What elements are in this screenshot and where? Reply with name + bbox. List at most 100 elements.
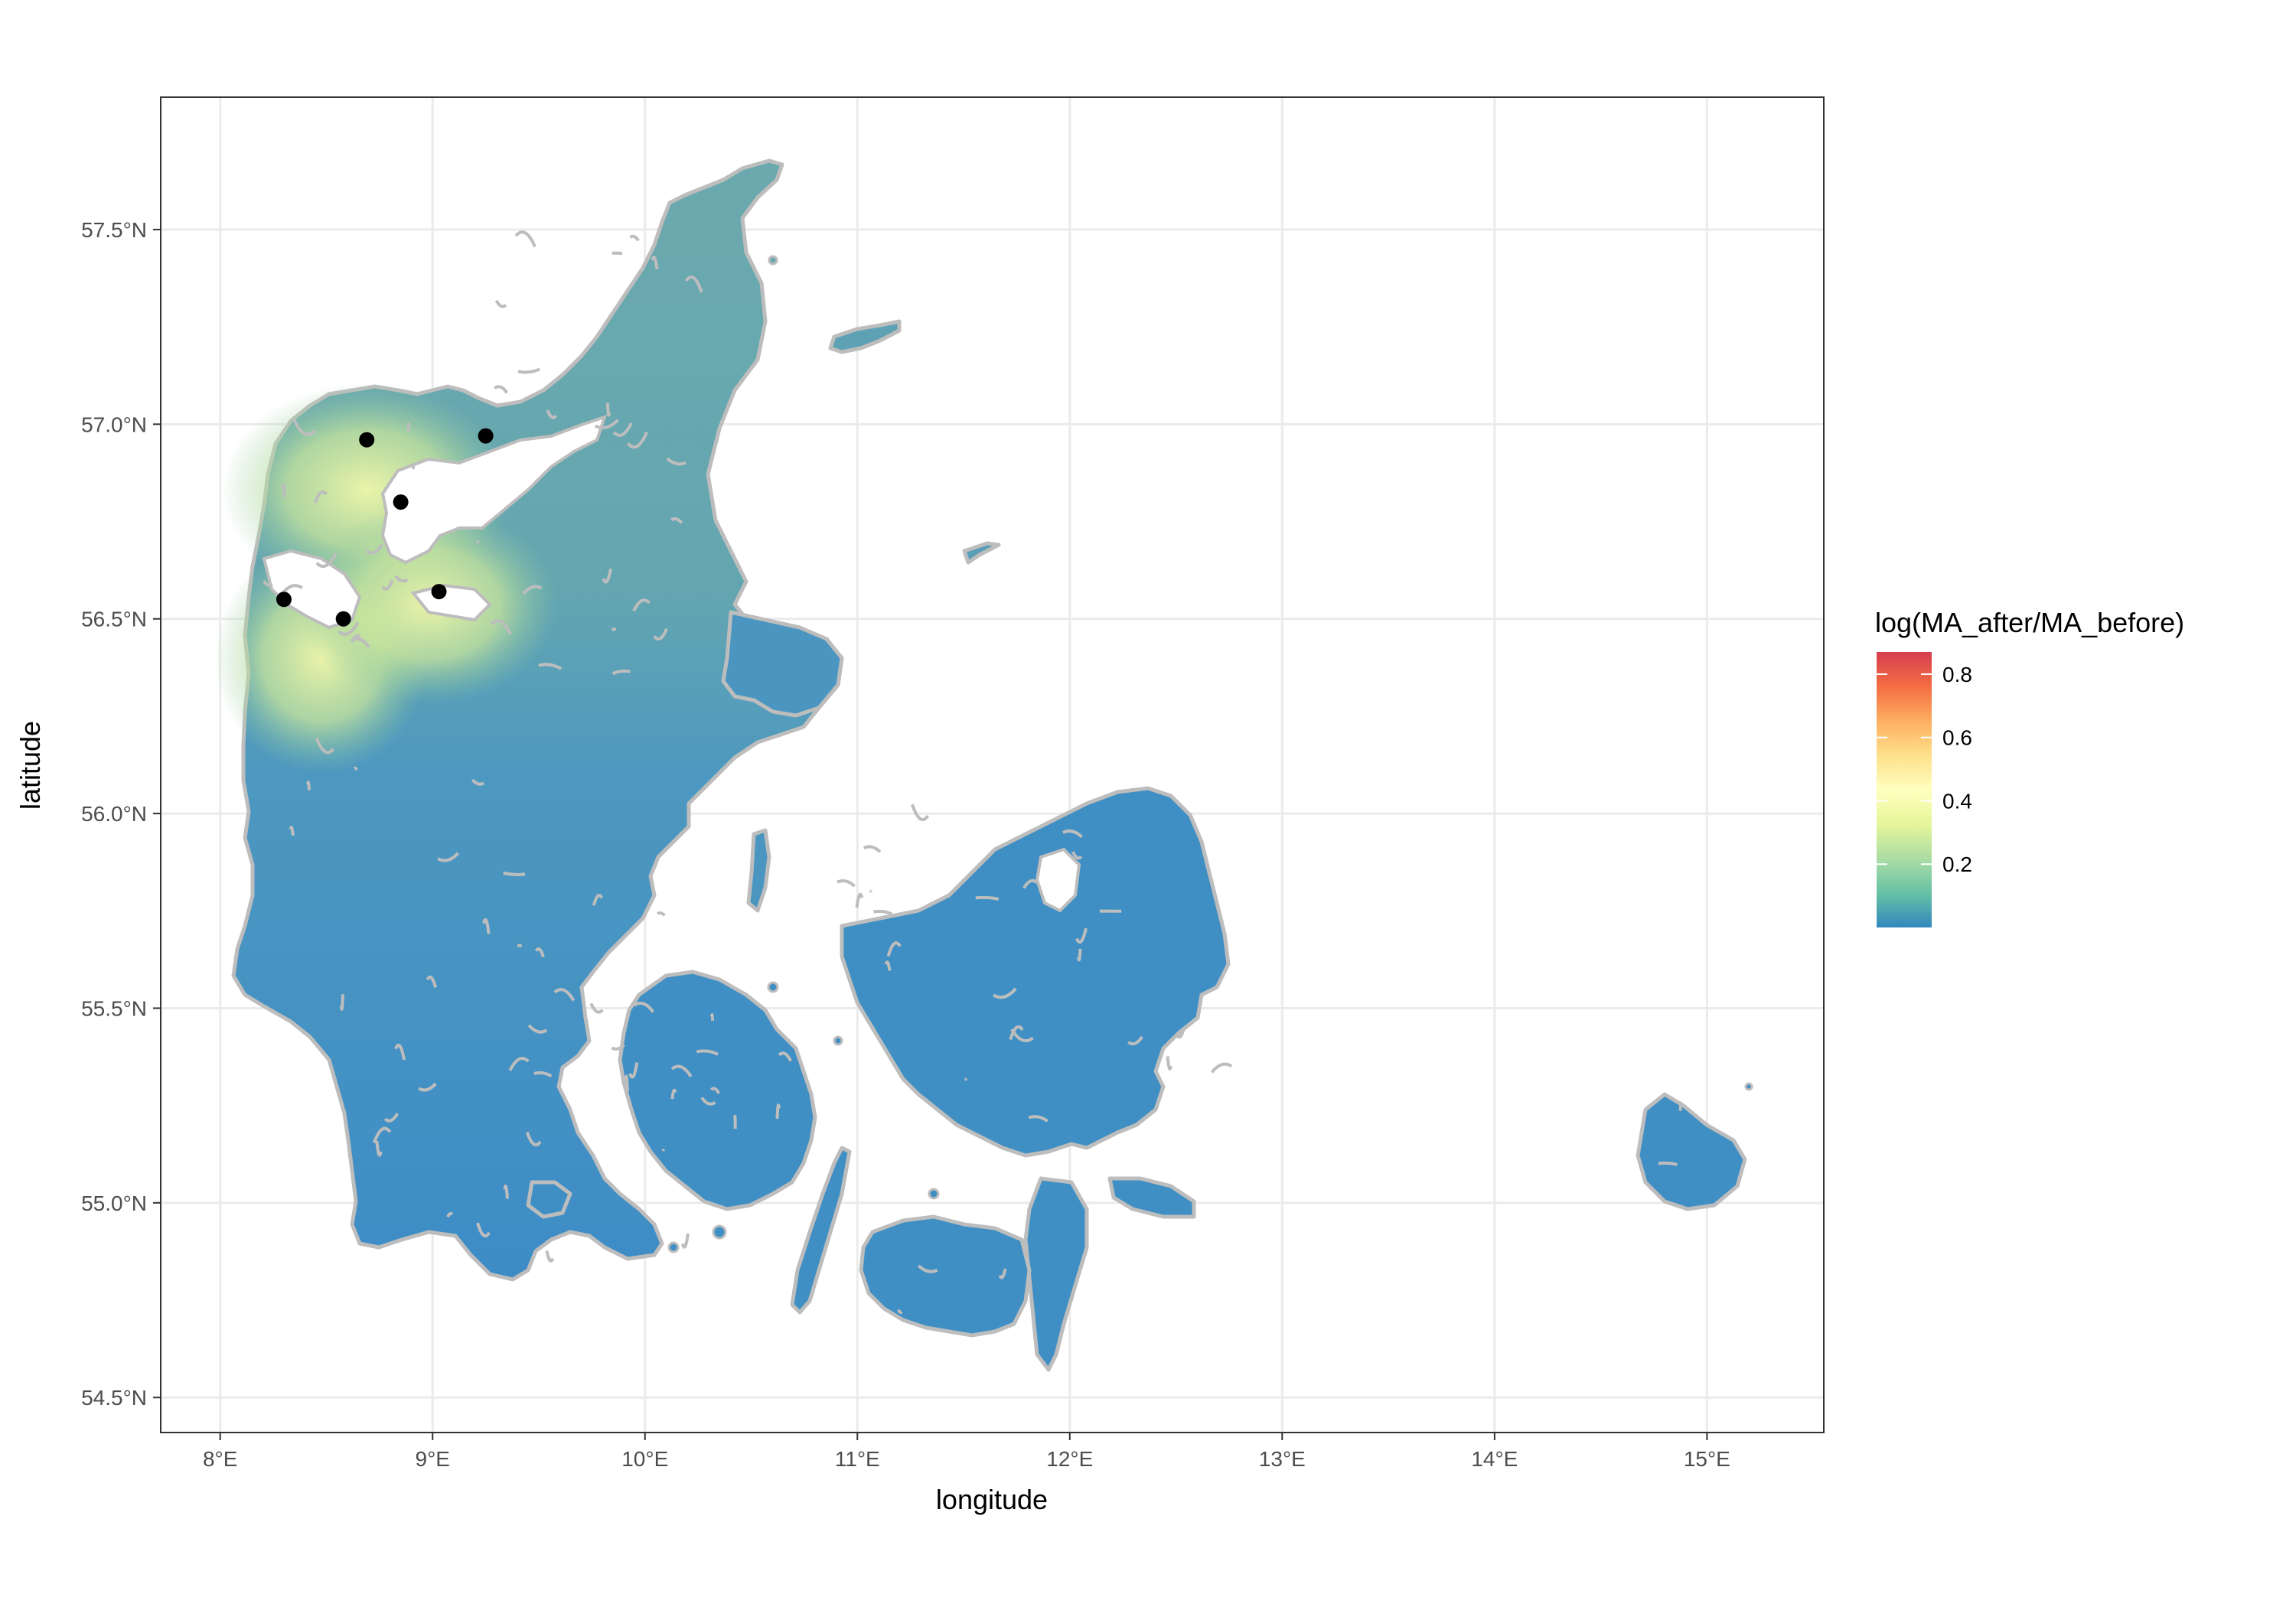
boundary-segment-43	[525, 1131, 542, 1147]
legend: log(MA_after/MA_before) 0.2 0.4 0.6 0.8	[1875, 607, 2184, 927]
boundary-segment-98	[884, 960, 892, 971]
y-tick-label-2: 55.5°N	[81, 996, 147, 1020]
legend-tick-label-2: 0.6	[1942, 726, 1972, 750]
boundary-segment-107	[998, 1268, 1007, 1279]
laeso-land	[828, 319, 902, 354]
location-point-2	[393, 494, 409, 510]
y-tick-label-0: 54.5°N	[81, 1386, 147, 1410]
municipality-boundaries	[263, 230, 1683, 1315]
boundary-segment-23	[626, 431, 648, 449]
boundary-segment-8	[289, 826, 295, 836]
boundary-segment-21	[546, 409, 558, 419]
djursland-land	[721, 610, 844, 718]
boundary-segment-39	[605, 403, 612, 417]
boundary-segment-20	[629, 234, 640, 242]
boundary-segment-12	[394, 575, 409, 583]
boundary-segment-73	[476, 1222, 491, 1238]
boundary-segment-5	[292, 419, 316, 436]
x-tick-label-4: 12°E	[1046, 1447, 1093, 1471]
boundary-segment-93	[872, 909, 893, 916]
anholt-land	[962, 541, 1001, 565]
boundary-segment-1	[337, 621, 360, 636]
boundary-segment-75	[778, 1051, 792, 1062]
boundary-segment-51	[696, 1049, 719, 1056]
boundary-segment-74	[503, 1185, 509, 1199]
legend-tick-label-1: 0.4	[1942, 789, 1972, 813]
x-axis-title: longitude	[936, 1484, 1048, 1515]
x-tick-label-0: 8°E	[203, 1447, 237, 1471]
x-tick-label-6: 14°E	[1471, 1447, 1518, 1471]
boundary-segment-72	[553, 988, 576, 1002]
boundary-segment-28	[514, 230, 536, 248]
y-tick-label-3: 56.0°N	[81, 802, 147, 826]
boundary-segment-48	[339, 994, 344, 1011]
islet-1	[768, 255, 778, 266]
boundary-segment-103	[993, 987, 1017, 999]
boundary-segment-82	[1062, 829, 1083, 839]
boundary-segment-33	[651, 256, 659, 270]
islet-2	[1744, 1082, 1753, 1091]
boundary-segment-7	[351, 634, 361, 643]
islet-7	[667, 1241, 680, 1253]
boundary-segment-106	[917, 1264, 938, 1273]
limfjord-water	[380, 414, 608, 565]
boundary-segment-32	[684, 275, 703, 293]
boundary-segment-37	[490, 619, 512, 635]
boundary-segment-13	[281, 483, 287, 497]
boundary-segment-85	[1166, 1056, 1172, 1071]
boundary-segment-66	[426, 975, 438, 988]
boundary-segment-77	[775, 1103, 781, 1120]
boundary-segment-89	[837, 879, 856, 888]
boundary-segment-35	[602, 568, 612, 584]
islet-3	[833, 1035, 843, 1046]
boundary-segment-88	[1071, 851, 1083, 860]
islet-6	[712, 1224, 727, 1240]
y-tick-label-1: 55.0°N	[81, 1191, 147, 1215]
boundary-segment-79	[670, 1088, 677, 1100]
boundary-segment-64	[633, 1001, 655, 1013]
isefjord-water	[1035, 847, 1081, 913]
location-point-5	[335, 611, 351, 627]
legend-ticks: 0.2 0.4 0.6 0.8	[1877, 663, 1972, 876]
boundary-segment-91	[1028, 1115, 1049, 1123]
boundary-segment-42	[612, 669, 631, 676]
boundary-segment-87	[1075, 927, 1088, 944]
boundary-segment-40	[612, 422, 633, 437]
boundary-segment-78	[710, 1013, 715, 1021]
islet-4	[767, 981, 779, 993]
boundary-segment-2	[381, 579, 394, 591]
boundary-segment-22	[538, 663, 563, 670]
x-tick-label-3: 11°E	[835, 1447, 880, 1471]
boundary-segment-61	[534, 947, 545, 958]
boundary-segment-97	[1077, 948, 1082, 962]
boundary-segment-27	[653, 627, 668, 641]
als-land	[526, 1180, 572, 1219]
y-tick-label-6: 57.5°N	[81, 218, 147, 242]
boundary-segment-65	[375, 1140, 383, 1157]
boundary-segment-69	[709, 1087, 721, 1094]
boundary-segment-26	[494, 299, 507, 308]
boundary-segment-46	[589, 1002, 604, 1014]
boundary-segment-18	[315, 737, 334, 755]
boundary-segment-62	[611, 1044, 625, 1051]
location-point-0	[359, 432, 375, 448]
location-point-3	[431, 584, 447, 600]
boundary-segment-36	[670, 517, 683, 524]
boundary-segment-108	[897, 1309, 903, 1315]
boundary-segment-11	[306, 781, 311, 790]
boundary-segment-57	[437, 852, 459, 862]
boundary-segment-104	[1009, 1025, 1024, 1040]
boundary-segment-95	[1176, 1029, 1186, 1039]
boundary-segment-52	[383, 1113, 400, 1123]
boundary-segment-86	[855, 892, 864, 908]
boundary-segment-101	[975, 895, 1000, 901]
boundary-segment-25	[522, 585, 543, 595]
boundary-segment-59	[482, 918, 491, 934]
boundary-segment-67	[700, 1097, 716, 1106]
samso-land	[746, 828, 771, 913]
legend-tick-label-0: 0.2	[1942, 852, 1972, 876]
boundary-segment-70	[533, 1071, 553, 1078]
langeland-land	[790, 1146, 852, 1315]
boundary-segment-29	[632, 598, 651, 612]
